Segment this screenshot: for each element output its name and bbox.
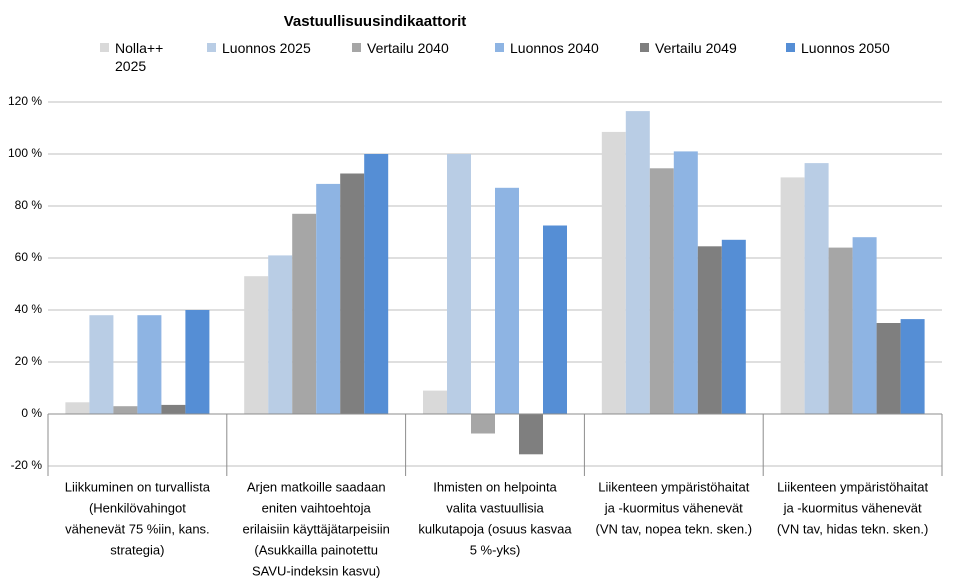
bar — [649, 168, 674, 414]
legend-item: Vertailu 2040 — [352, 39, 449, 57]
x-tick-label: kulkutapoja (osuus kasvaa — [418, 521, 572, 536]
legend-label: Nolla++ 2025 — [115, 40, 164, 74]
x-tick-label: SAVU-indeksin kasvu) — [252, 563, 380, 578]
bar — [292, 213, 317, 414]
y-tick-label: 40 % — [15, 302, 43, 316]
legend-item: Luonnos 2050 — [786, 39, 890, 57]
bar — [447, 154, 471, 414]
legend-label: Luonnos 2040 — [510, 40, 599, 56]
legend-swatch — [100, 43, 109, 52]
bar — [601, 131, 626, 414]
bar — [471, 414, 495, 434]
legend-swatch — [640, 43, 649, 52]
bar — [113, 406, 138, 414]
legend-label: Luonnos 2050 — [801, 40, 890, 56]
bar — [543, 225, 567, 414]
legend-label: Luonnos 2025 — [222, 40, 311, 56]
x-tick-label: Liikenteen ympäristöhaitat — [598, 479, 749, 494]
x-tick-label: (VN tav, nopea tekn. sken.) — [596, 521, 753, 536]
x-tick-label: ja -kuormitus vähenevät — [604, 500, 743, 515]
x-tick-label: eniten vaihtoehtoja — [262, 500, 372, 515]
x-tick-label: vähenevät 75 %iin, kans. — [65, 521, 210, 536]
x-tick-label: (Henkilövahingot — [89, 500, 186, 515]
bar — [721, 239, 746, 414]
bar — [852, 237, 877, 414]
x-tick-label: strategia) — [110, 542, 164, 557]
y-tick-label: 100 % — [8, 146, 42, 160]
chart-title: Vastuullisuusindikaattorit — [284, 13, 467, 30]
bar — [625, 111, 650, 414]
x-tick-label: Liikkuminen on turvallista — [65, 479, 211, 494]
bar — [161, 404, 186, 414]
bar — [804, 163, 829, 414]
x-tick-label: (VN tav, hidas tekn. sken.) — [777, 521, 929, 536]
x-tick-label: erilaisiin käyttäjätarpeisiin — [242, 521, 389, 536]
y-tick-label: -20 % — [11, 458, 43, 472]
x-tick-label: ja -kuormitus vähenevät — [783, 500, 922, 515]
y-tick-label: 80 % — [15, 198, 43, 212]
legend-item: Nolla++ 2025 — [100, 39, 170, 75]
bar — [89, 315, 114, 414]
y-tick-label: 0 % — [21, 406, 42, 420]
bar — [495, 187, 519, 414]
bar — [697, 246, 722, 414]
bar — [185, 310, 210, 414]
legend-label: Vertailu 2040 — [367, 40, 449, 56]
bar — [268, 255, 293, 414]
x-tick-label: Arjen matkoille saadaan — [247, 479, 386, 494]
bar — [876, 323, 901, 414]
x-tick-label: 5 %-yks) — [470, 542, 521, 557]
legend-item: Luonnos 2025 — [207, 39, 311, 57]
y-tick-label: 60 % — [15, 250, 43, 264]
bar — [900, 319, 925, 414]
legend-swatch — [352, 43, 361, 52]
legend-item: Luonnos 2040 — [495, 39, 599, 57]
bar — [423, 390, 447, 414]
x-tick-label: valita vastuullisia — [446, 500, 544, 515]
legend-swatch — [207, 43, 216, 52]
x-tick-label: (Asukkailla painotettu — [254, 542, 378, 557]
bar — [519, 414, 543, 455]
legend-swatch — [495, 43, 504, 52]
bar — [137, 315, 162, 414]
legend-item: Vertailu 2049 — [640, 39, 737, 57]
legend-label: Vertailu 2049 — [655, 40, 737, 56]
y-tick-label: 120 % — [8, 94, 42, 108]
bar — [316, 183, 341, 414]
bar — [828, 247, 853, 414]
bar — [340, 173, 365, 414]
y-tick-label: 20 % — [15, 354, 43, 368]
x-tick-label: Liikenteen ympäristöhaitat — [777, 479, 928, 494]
x-tick-label: Ihmisten on helpointa — [433, 479, 557, 494]
bar — [364, 154, 389, 414]
legend-swatch — [786, 43, 795, 52]
bar — [244, 276, 269, 414]
bar — [673, 151, 698, 414]
bar — [65, 402, 90, 414]
bar — [780, 177, 805, 414]
